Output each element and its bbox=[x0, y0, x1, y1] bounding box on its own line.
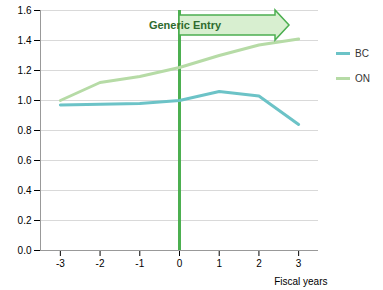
svg-text:0: 0 bbox=[177, 258, 183, 269]
svg-text:1.4: 1.4 bbox=[18, 35, 32, 46]
svg-text:0.2: 0.2 bbox=[18, 215, 32, 226]
svg-text:1.6: 1.6 bbox=[18, 5, 32, 16]
svg-text:1: 1 bbox=[216, 258, 222, 269]
svg-text:Fiscal years: Fiscal years bbox=[274, 276, 327, 287]
svg-text:0.8: 0.8 bbox=[18, 125, 32, 136]
svg-text:0.6: 0.6 bbox=[18, 155, 32, 166]
html-text:ON: ON bbox=[355, 73, 370, 84]
svg-text:-3: -3 bbox=[56, 258, 65, 269]
svg-text:1.2: 1.2 bbox=[18, 65, 32, 76]
svg-text:0.4: 0.4 bbox=[18, 185, 32, 196]
svg-text:1.0: 1.0 bbox=[18, 95, 32, 106]
svg-text:Generic Entry: Generic Entry bbox=[149, 19, 222, 31]
svg-text:0.0: 0.0 bbox=[18, 245, 32, 256]
html-text:BC: BC bbox=[355, 48, 369, 59]
svg-text:-1: -1 bbox=[135, 258, 144, 269]
svg-text:3: 3 bbox=[296, 258, 302, 269]
svg-text:2: 2 bbox=[256, 258, 262, 269]
svg-text:-2: -2 bbox=[96, 258, 105, 269]
